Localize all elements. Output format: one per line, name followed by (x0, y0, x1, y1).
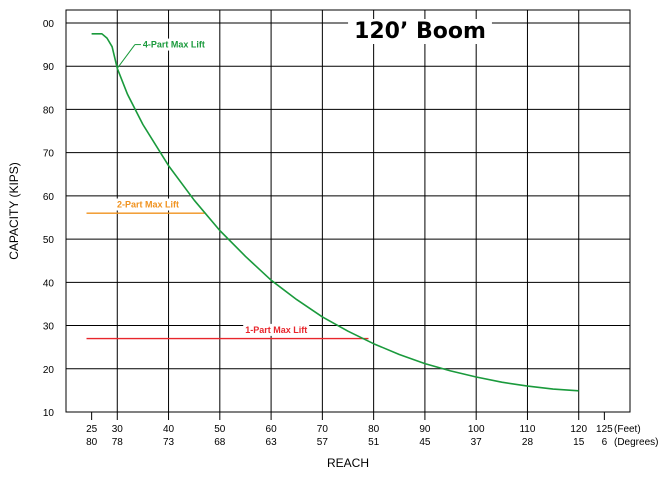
y-tick-label: 70 (43, 149, 55, 160)
x-tick-label-feet: 110 (519, 424, 535, 435)
x-tick-label-degrees: 28 (522, 437, 534, 448)
y-tick-label: 80 (43, 105, 55, 116)
x-tick-label-degrees: 6 (602, 437, 608, 448)
x-tick-label-feet: 30 (112, 424, 124, 435)
x-tick-label-degrees: 63 (266, 437, 278, 448)
x-tick-label-feet: 60 (266, 424, 278, 435)
max-lift-label-background (115, 198, 182, 211)
y-tick-label: 00 (43, 19, 55, 30)
x-axis-ticks: 25 80 30 78 40 73 50 68 60 63 70 57 80 51 90 45 100 37 110… (86, 412, 613, 448)
chart-grid (66, 10, 630, 412)
x-tick-label-degrees: 45 (419, 437, 431, 448)
x-tick-label-feet: 125 (596, 424, 613, 435)
chart-title: 120’ Boom (354, 19, 486, 44)
max-lift-label: 1-Part Max Lift (245, 325, 307, 335)
y-axis-ticks: 10 20 30 40 50 60 70 80 90 00 (43, 19, 55, 419)
x-tick-label-feet: 70 (317, 424, 329, 435)
max-lift-annotations: 4-Part Max Lift 2-Part Max Lift 1-Part Max… (86, 38, 369, 340)
capacity-curve (91, 33, 579, 392)
max-lift-label: 4-Part Max Lift (143, 40, 205, 50)
x-tick-label-feet: 50 (214, 424, 226, 435)
x-tick-label-degrees: 15 (573, 437, 585, 448)
x-tick-label-degrees: 80 (86, 437, 98, 448)
y-tick-label: 60 (43, 192, 55, 203)
x-tick-label-feet: 90 (419, 424, 431, 435)
x-tick-label-feet: 100 (468, 424, 485, 435)
x-tick-label-degrees: 51 (368, 437, 380, 448)
max-lift-label-background (243, 323, 310, 336)
x-tick-label-degrees: 73 (163, 437, 175, 448)
max-lift-label: 2-Part Max Lift (117, 200, 179, 210)
x-tick-label-feet: 120 (570, 424, 587, 435)
x-axis-unit-degrees: (Degrees) (614, 437, 658, 448)
x-tick-label-feet: 40 (163, 424, 175, 435)
y-tick-label: 10 (43, 408, 55, 419)
title-box (348, 19, 492, 44)
x-tick-label-feet: 25 (86, 424, 98, 435)
y-tick-label: 50 (43, 235, 55, 246)
x-tick-label-degrees: 78 (112, 437, 124, 448)
x-tick-label-degrees: 57 (317, 437, 329, 448)
y-tick-label: 90 (43, 62, 55, 73)
x-tick-label-feet: 80 (368, 424, 380, 435)
x-tick-label-degrees: 37 (471, 437, 483, 448)
y-tick-label: 40 (43, 278, 55, 289)
x-axis-unit-feet: (Feet) (614, 424, 641, 435)
x-tick-label-degrees: 68 (214, 437, 226, 448)
y-tick-label: 30 (43, 322, 55, 333)
y-tick-label: 20 (43, 365, 55, 376)
chart-series (91, 33, 579, 392)
plot-frame (65, 9, 631, 413)
max-lift-leader (116, 44, 136, 69)
x-axis-title: REACH (327, 456, 369, 470)
max-lift-label-background (140, 38, 207, 51)
y-axis-title: CAPACITY (KIPS) (7, 162, 21, 260)
